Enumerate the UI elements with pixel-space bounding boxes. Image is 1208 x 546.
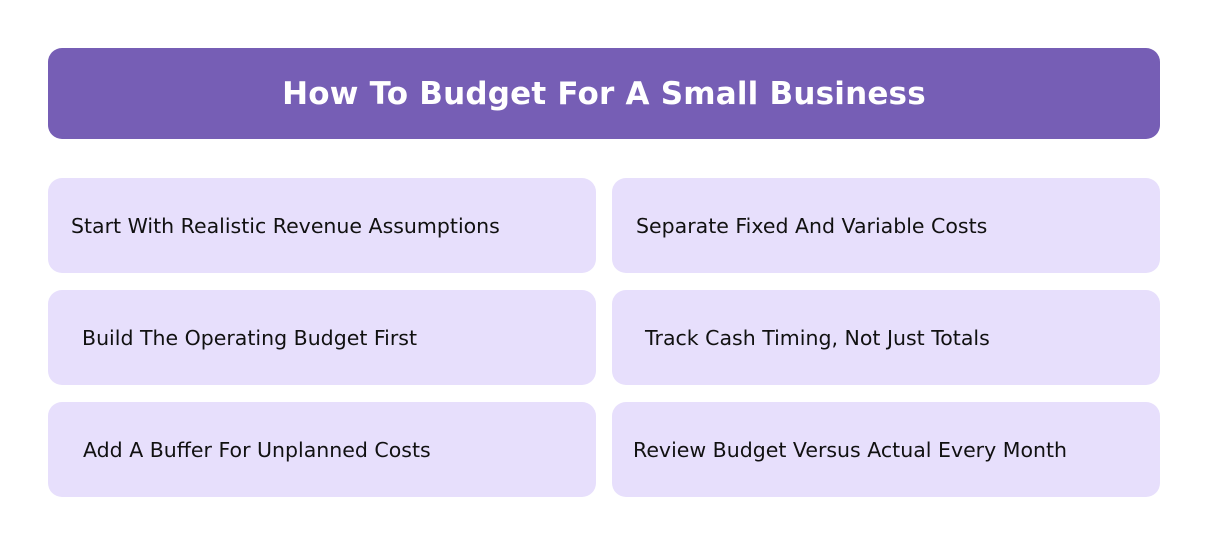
step-label: Build The Operating Budget First <box>82 325 418 350</box>
step-card: Separate Fixed And Variable Costs <box>612 178 1160 273</box>
step-label: Start With Realistic Revenue Assumptions <box>71 213 500 238</box>
step-card: Add A Buffer For Unplanned Costs <box>48 402 596 497</box>
step-label: Track Cash Timing, Not Just Totals <box>645 325 990 350</box>
step-card: Track Cash Timing, Not Just Totals <box>612 290 1160 385</box>
step-card: Start With Realistic Revenue Assumptions <box>48 178 596 273</box>
step-card: Review Budget Versus Actual Every Month <box>612 402 1160 497</box>
step-card: Build The Operating Budget First <box>48 290 596 385</box>
title-banner: How To Budget For A Small Business <box>48 48 1160 139</box>
step-label: Add A Buffer For Unplanned Costs <box>83 437 431 462</box>
step-label: Separate Fixed And Variable Costs <box>636 213 988 238</box>
step-label: Review Budget Versus Actual Every Month <box>633 437 1068 462</box>
page-title: How To Budget For A Small Business <box>282 75 926 112</box>
